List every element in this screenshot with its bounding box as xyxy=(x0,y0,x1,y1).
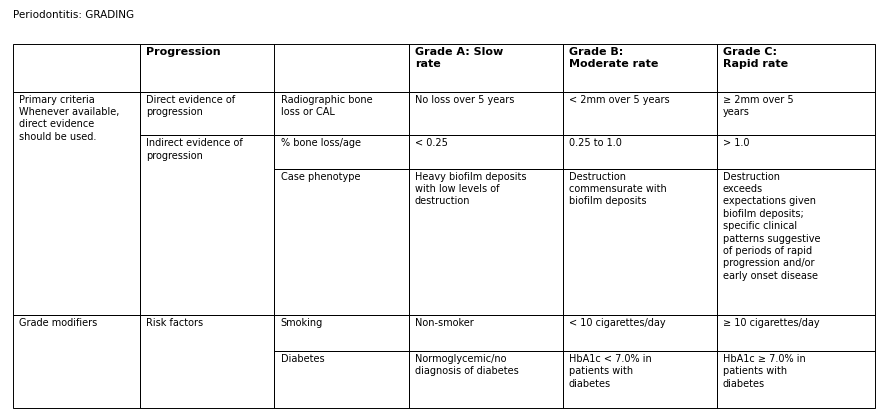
Bar xyxy=(717,92,875,135)
Text: Radiographic bone
loss or CAL: Radiographic bone loss or CAL xyxy=(281,94,372,117)
Text: Primary criteria
Whenever available,
direct evidence
should be used.: Primary criteria Whenever available, dir… xyxy=(19,94,120,142)
Text: Risk factors: Risk factors xyxy=(146,318,204,328)
Bar xyxy=(275,315,408,351)
Bar xyxy=(275,168,408,315)
Text: HbA1c < 7.0% in
patients with
diabetes: HbA1c < 7.0% in patients with diabetes xyxy=(569,354,651,389)
Bar xyxy=(13,44,140,92)
Text: < 0.25: < 0.25 xyxy=(415,138,447,148)
Text: Diabetes: Diabetes xyxy=(281,354,324,364)
Text: Direct evidence of
progression: Direct evidence of progression xyxy=(146,94,236,117)
Bar xyxy=(140,315,275,408)
Bar xyxy=(563,315,717,351)
Text: No loss over 5 years: No loss over 5 years xyxy=(415,94,514,104)
Text: Progression: Progression xyxy=(146,47,221,57)
Text: < 2mm over 5 years: < 2mm over 5 years xyxy=(569,94,670,104)
Text: Grade C:
Rapid rate: Grade C: Rapid rate xyxy=(723,47,788,69)
Text: Grade B:
Moderate rate: Grade B: Moderate rate xyxy=(569,47,658,69)
Text: Normoglycemic/no
diagnosis of diabetes: Normoglycemic/no diagnosis of diabetes xyxy=(415,354,518,376)
Text: Destruction
exceeds
expectations given
biofilm deposits;
specific clinical
patte: Destruction exceeds expectations given b… xyxy=(723,171,820,281)
Text: Indirect evidence of
progression: Indirect evidence of progression xyxy=(146,138,243,161)
Bar xyxy=(408,92,563,135)
Bar xyxy=(13,92,140,315)
Bar xyxy=(717,135,875,168)
Bar xyxy=(140,135,275,315)
Bar xyxy=(717,44,875,92)
Text: < 10 cigarettes/day: < 10 cigarettes/day xyxy=(569,318,665,328)
Bar xyxy=(140,92,275,135)
Bar xyxy=(275,135,408,168)
Bar xyxy=(563,135,717,168)
Bar xyxy=(408,168,563,315)
Bar xyxy=(717,315,875,351)
Text: 0.25 to 1.0: 0.25 to 1.0 xyxy=(569,138,622,148)
Bar xyxy=(408,351,563,408)
Bar xyxy=(13,315,140,408)
Text: Grade A: Slow
rate: Grade A: Slow rate xyxy=(415,47,503,69)
Bar xyxy=(717,168,875,315)
Text: % bone loss/age: % bone loss/age xyxy=(281,138,361,148)
Bar xyxy=(275,92,408,135)
Text: Destruction
commensurate with
biofilm deposits: Destruction commensurate with biofilm de… xyxy=(569,171,666,206)
Text: ≥ 10 cigarettes/day: ≥ 10 cigarettes/day xyxy=(723,318,820,328)
Bar xyxy=(563,351,717,408)
Text: Heavy biofilm deposits
with low levels of
destruction: Heavy biofilm deposits with low levels o… xyxy=(415,171,526,206)
Bar xyxy=(563,44,717,92)
Text: HbA1c ≥ 7.0% in
patients with
diabetes: HbA1c ≥ 7.0% in patients with diabetes xyxy=(723,354,805,389)
Text: Grade modifiers: Grade modifiers xyxy=(19,318,97,328)
Text: Smoking: Smoking xyxy=(281,318,323,328)
Bar xyxy=(408,135,563,168)
Text: > 1.0: > 1.0 xyxy=(723,138,750,148)
Bar xyxy=(275,351,408,408)
Text: Non-smoker: Non-smoker xyxy=(415,318,473,328)
Bar xyxy=(140,44,408,92)
Bar xyxy=(408,315,563,351)
Bar xyxy=(408,44,563,92)
Bar xyxy=(717,351,875,408)
Text: Case phenotype: Case phenotype xyxy=(281,171,360,181)
Text: ≥ 2mm over 5
years: ≥ 2mm over 5 years xyxy=(723,94,794,117)
Bar xyxy=(563,92,717,135)
Text: Periodontitis: GRADING: Periodontitis: GRADING xyxy=(13,10,135,20)
Bar xyxy=(563,168,717,315)
